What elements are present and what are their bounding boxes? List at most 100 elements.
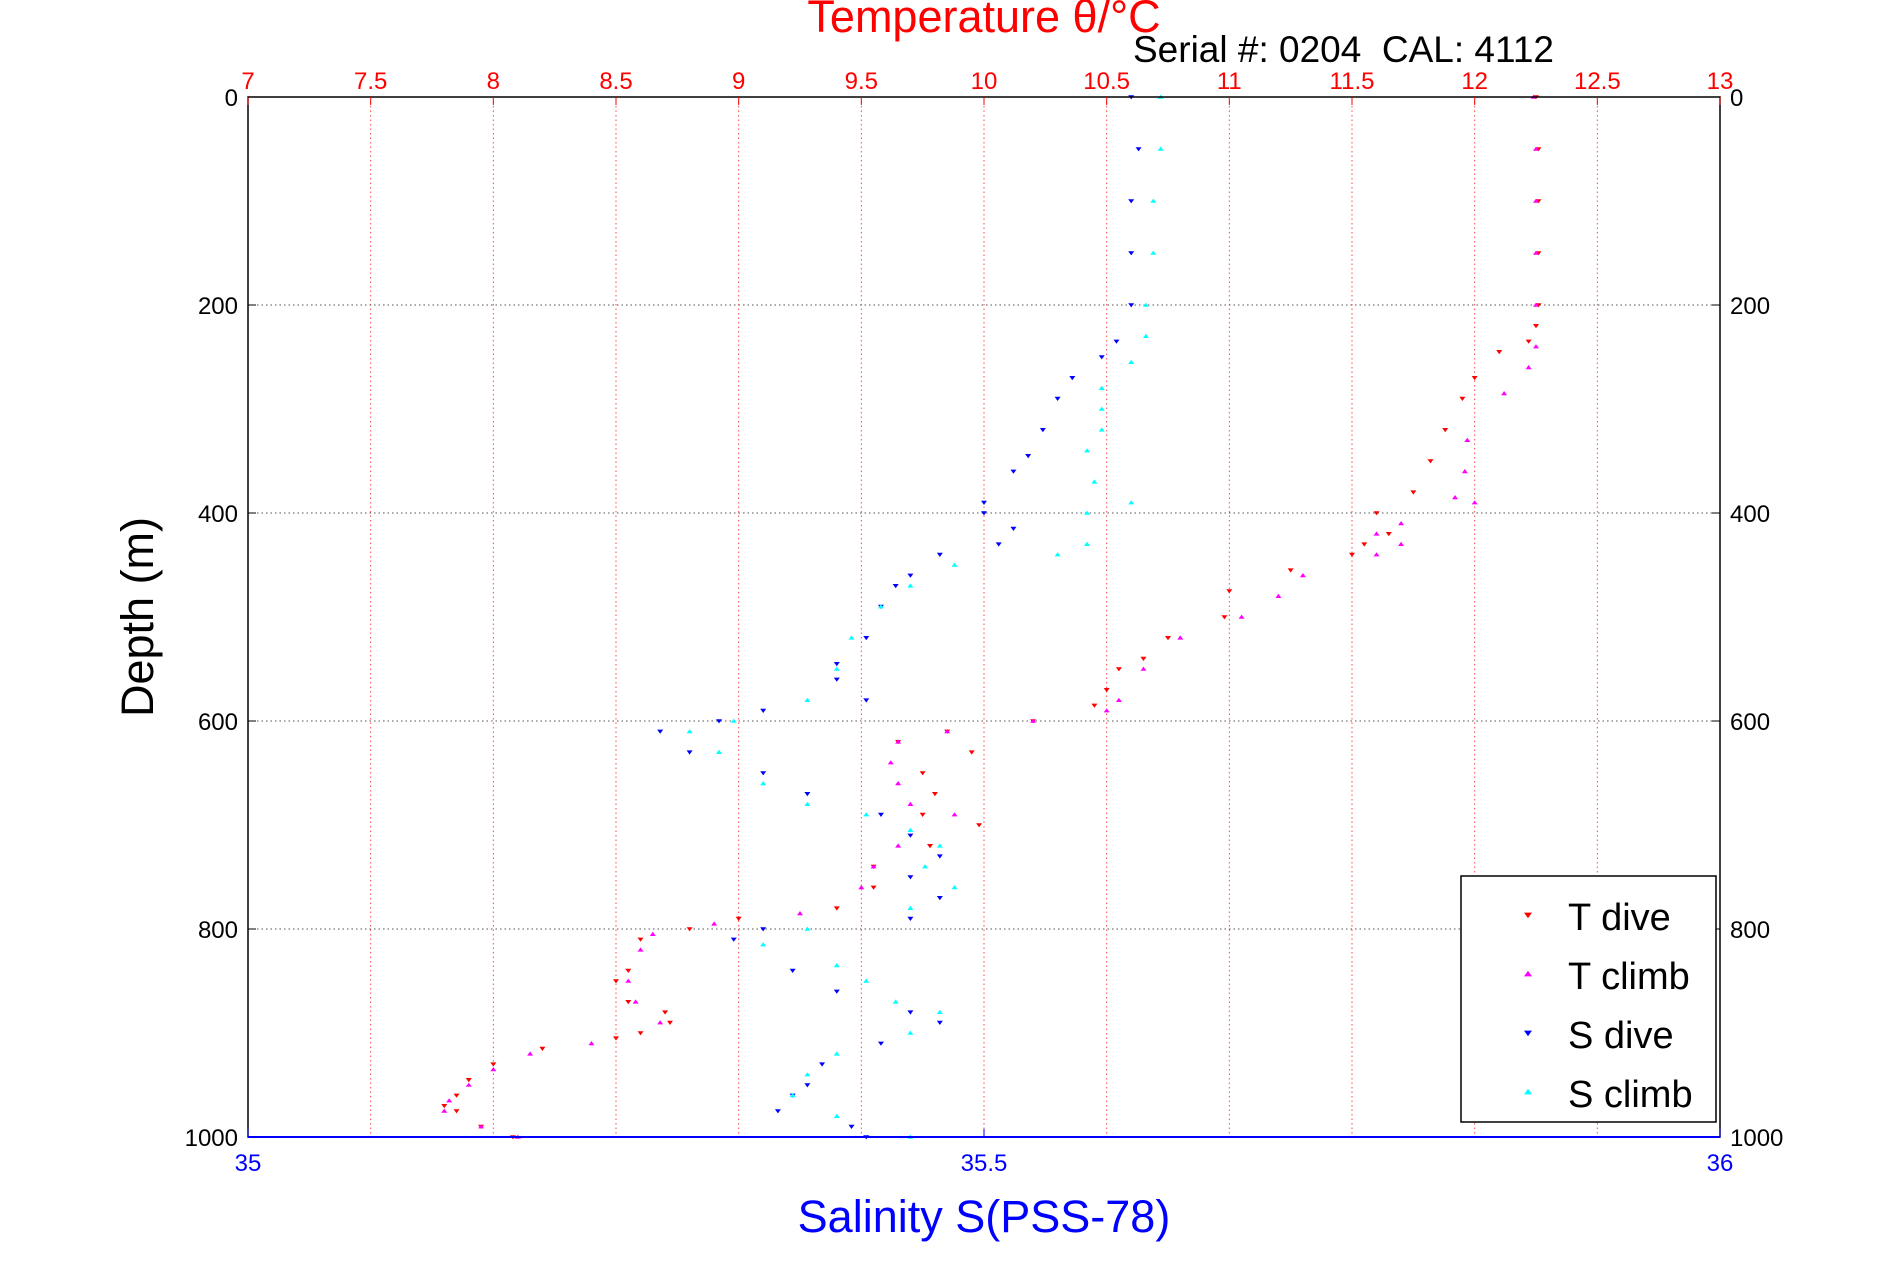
legend-box (1460, 875, 1717, 1123)
point-t-dive (919, 812, 926, 817)
depth-tick-label-right: 400 (1730, 501, 1770, 528)
point-s-climb (833, 1113, 840, 1118)
point-s-climb (1084, 510, 1091, 515)
point-s-climb (936, 1009, 943, 1014)
series-s-climb (686, 94, 1164, 1139)
legend-marker-t-dive (1524, 912, 1532, 919)
point-t-climb (527, 1051, 534, 1056)
point-s-dive (657, 729, 664, 734)
point-t-dive (662, 1010, 669, 1015)
legend-label-s-dive: S dive (1568, 1015, 1674, 1057)
point-t-climb (887, 760, 894, 765)
point-s-climb (1142, 333, 1149, 338)
point-t-climb (895, 781, 902, 786)
point-t-climb (944, 729, 951, 734)
point-t-dive (1385, 532, 1392, 537)
point-t-dive (490, 1062, 497, 1067)
temperature-tick-label: 9.5 (845, 68, 878, 95)
point-s-dive (774, 1109, 781, 1114)
point-t-climb (632, 999, 639, 1004)
point-s-climb (833, 963, 840, 968)
point-s-dive (833, 662, 840, 667)
point-s-climb (907, 905, 914, 910)
point-t-dive (1165, 636, 1171, 641)
point-s-climb (833, 1051, 840, 1056)
point-t-dive (625, 1000, 632, 1005)
point-s-climb (1084, 541, 1091, 546)
point-t-dive (1410, 490, 1417, 495)
point-s-dive (877, 1041, 884, 1046)
point-t-dive (637, 937, 644, 942)
point-s-dive (1128, 199, 1135, 204)
point-s-dive (760, 708, 767, 713)
depth-tick-label-left: 200 (198, 293, 238, 320)
point-s-dive (716, 719, 723, 724)
temperature-tick-label: 8 (487, 68, 500, 95)
point-s-dive (936, 1020, 943, 1025)
point-t-climb (895, 843, 902, 848)
point-s-climb (760, 781, 767, 786)
point-t-climb (1533, 250, 1539, 255)
point-t-dive (927, 844, 934, 849)
point-s-climb (951, 885, 958, 890)
point-t-dive (637, 1031, 644, 1036)
point-s-dive (760, 771, 767, 776)
point-s-climb (863, 978, 870, 983)
point-s-dive (981, 511, 987, 516)
point-t-climb (858, 885, 865, 890)
point-t-climb (1030, 718, 1037, 723)
salinity-tick-label: 35 (235, 1150, 262, 1177)
point-t-climb (797, 911, 803, 916)
data-points (441, 94, 1542, 1140)
point-s-climb (1054, 552, 1061, 557)
point-s-climb (1084, 448, 1091, 453)
point-s-dive (936, 854, 943, 859)
point-s-dive (907, 573, 914, 578)
point-t-dive (1287, 568, 1294, 573)
temperature-tick-label: 10 (971, 68, 998, 95)
legend-marker-s-climb (1524, 1088, 1532, 1095)
top-axis-title: Temperature θ/°C (807, 0, 1160, 42)
depth-tick-label-left: 0 (225, 85, 238, 112)
point-t-dive (870, 885, 877, 890)
point-t-climb (1373, 531, 1380, 536)
point-s-dive (907, 1010, 914, 1015)
depth-tick-label-left: 400 (198, 501, 238, 528)
point-s-dive (686, 750, 693, 755)
point-s-dive (819, 1062, 826, 1067)
point-s-dive (833, 677, 840, 682)
point-t-dive (453, 1093, 460, 1098)
point-t-dive (625, 968, 632, 973)
point-t-climb (478, 1124, 485, 1129)
temperature-tick-label: 12.5 (1574, 68, 1621, 95)
point-t-dive (1226, 589, 1233, 594)
point-s-dive (804, 1083, 811, 1088)
point-t-climb (625, 978, 632, 983)
point-s-climb (716, 749, 723, 754)
point-s-dive (981, 500, 987, 505)
depth-tick-label-left: 800 (198, 917, 238, 944)
y-axis-title: Depth (m) (112, 517, 163, 717)
point-t-climb (1525, 365, 1532, 370)
depth-tick-label-left: 600 (198, 709, 238, 736)
point-t-dive (465, 1078, 472, 1083)
depth-tick-label-right: 800 (1730, 917, 1770, 944)
point-s-climb (804, 926, 811, 931)
point-t-climb (1275, 593, 1282, 598)
point-s-climb (1150, 250, 1157, 255)
series-t-climb (441, 94, 1539, 1139)
point-t-climb (1533, 344, 1539, 349)
point-s-dive (1054, 396, 1061, 401)
point-t-dive (1373, 511, 1380, 516)
point-t-climb (1464, 437, 1471, 442)
point-t-dive (1525, 339, 1532, 344)
point-s-climb (1091, 479, 1098, 484)
point-s-climb (877, 604, 884, 609)
point-t-dive (1442, 428, 1449, 433)
point-t-climb (490, 1067, 497, 1072)
point-s-climb (1098, 385, 1105, 390)
point-t-climb (446, 1098, 453, 1103)
point-s-climb (936, 843, 943, 848)
point-t-climb (870, 864, 877, 869)
point-t-dive (1533, 324, 1539, 329)
